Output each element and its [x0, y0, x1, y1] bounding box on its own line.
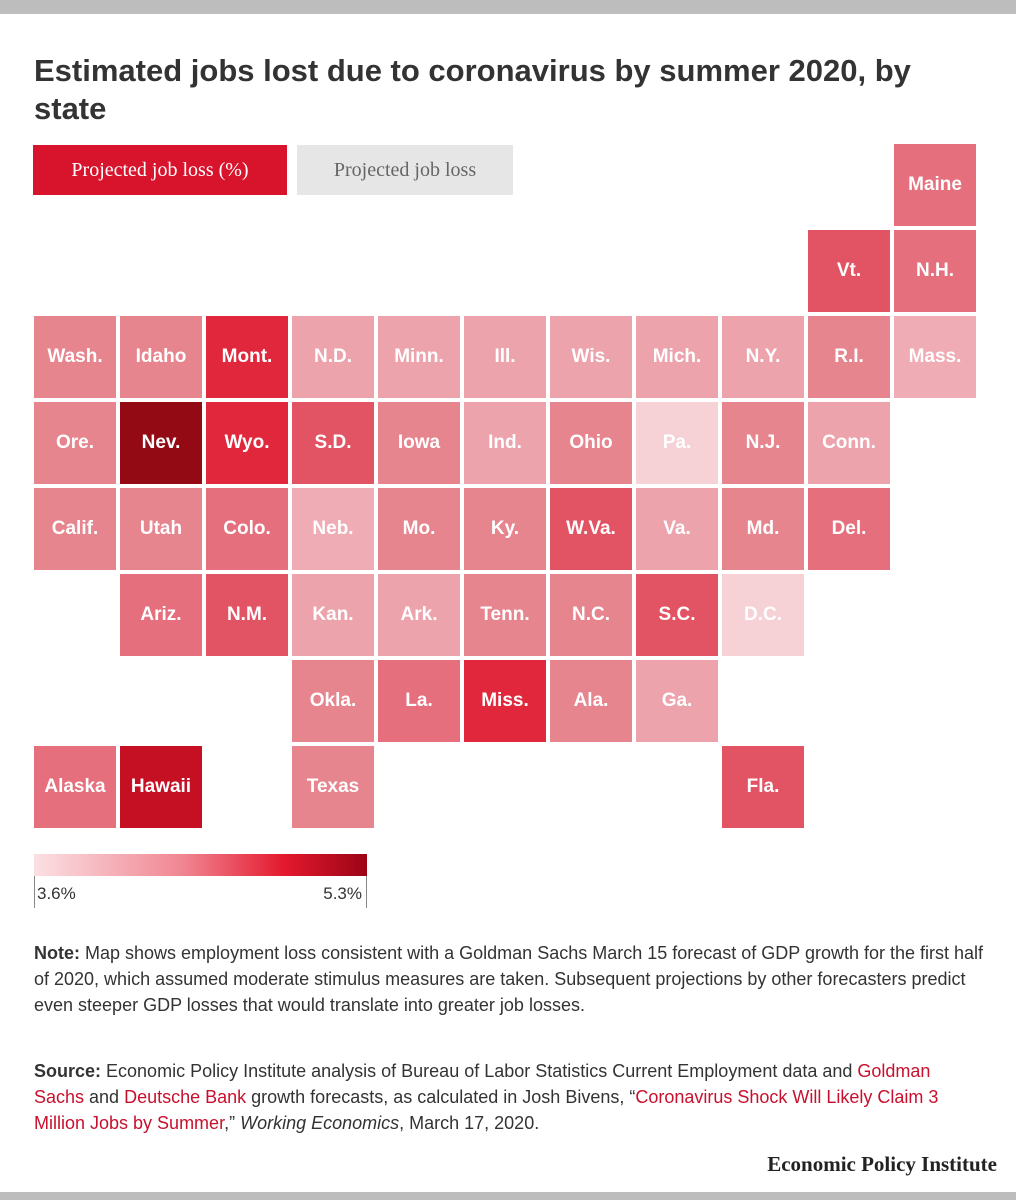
state-tile-wyo[interactable]: Wyo. [206, 402, 288, 484]
source-text-2: and [84, 1087, 125, 1107]
state-tile-calif[interactable]: Calif. [34, 488, 116, 570]
state-tile-dc[interactable]: D.C. [722, 574, 804, 656]
state-tile-sc[interactable]: S.C. [636, 574, 718, 656]
goldman-sachs-link[interactable]: Goldman Sachs [34, 1061, 931, 1107]
state-tile-del[interactable]: Del. [808, 488, 890, 570]
state-tile-mont[interactable]: Mont. [206, 316, 288, 398]
source-text-1: Economic Policy Institute analysis of Bu… [101, 1061, 858, 1081]
legend-max-tick [366, 876, 367, 908]
state-tile-ohio[interactable]: Ohio [550, 402, 632, 484]
state-tile-miss[interactable]: Miss. [464, 660, 546, 742]
epi-logo-text: Economic Policy Institute [767, 1152, 997, 1176]
state-tile-idaho[interactable]: Idaho [120, 316, 202, 398]
state-tile-ny[interactable]: N.Y. [722, 316, 804, 398]
legend-min-tick [34, 876, 35, 908]
state-tile-nev[interactable]: Nev. [120, 402, 202, 484]
state-tile-alaska[interactable]: Alaska [34, 746, 116, 828]
state-tile-colo[interactable]: Colo. [206, 488, 288, 570]
state-tile-vt[interactable]: Vt. [808, 230, 890, 312]
state-tile-sd[interactable]: S.D. [292, 402, 374, 484]
state-tile-iowa[interactable]: Iowa [378, 402, 460, 484]
source-journal: Working Economics [240, 1113, 400, 1133]
state-tile-wva[interactable]: W.Va. [550, 488, 632, 570]
state-tile-va[interactable]: Va. [636, 488, 718, 570]
state-tile-ore[interactable]: Ore. [34, 402, 116, 484]
state-tile-neb[interactable]: Neb. [292, 488, 374, 570]
state-tile-hawaii[interactable]: Hawaii [120, 746, 202, 828]
source-label: Source: [34, 1061, 102, 1081]
state-tile-nc[interactable]: N.C. [550, 574, 632, 656]
state-tile-maine[interactable]: Maine [894, 144, 976, 226]
state-tile-minn[interactable]: Minn. [378, 316, 460, 398]
state-tile-ky[interactable]: Ky. [464, 488, 546, 570]
state-tile-wash[interactable]: Wash. [34, 316, 116, 398]
source-paragraph: Source: Economic Policy Institute analys… [34, 1058, 984, 1136]
state-tile-nd[interactable]: N.D. [292, 316, 374, 398]
state-tile-wis[interactable]: Wis. [550, 316, 632, 398]
state-tile-ga[interactable]: Ga. [636, 660, 718, 742]
state-tile-pa[interactable]: Pa. [636, 402, 718, 484]
chart-title: Estimated jobs lost due to coronavirus b… [34, 53, 911, 126]
note-text: Map shows employment loss consistent wit… [34, 943, 984, 1015]
state-tile-ind[interactable]: Ind. [464, 402, 546, 484]
state-tile-okla[interactable]: Okla. [292, 660, 374, 742]
state-tile-md[interactable]: Md. [722, 488, 804, 570]
state-tile-mass[interactable]: Mass. [894, 316, 976, 398]
state-tile-la[interactable]: La. [378, 660, 460, 742]
bottom-border [0, 1192, 1016, 1200]
tab-projected-job-loss-percent[interactable]: Projected job loss (%) [33, 145, 287, 195]
state-tile-ariz[interactable]: Ariz. [120, 574, 202, 656]
state-tile-nm[interactable]: N.M. [206, 574, 288, 656]
state-tile-mo[interactable]: Mo. [378, 488, 460, 570]
state-tile-nj[interactable]: N.J. [722, 402, 804, 484]
note-paragraph: Note: Map shows employment loss consiste… [34, 940, 984, 1018]
state-tile-utah[interactable]: Utah [120, 488, 202, 570]
note-label: Note: [34, 943, 80, 963]
state-tile-fla[interactable]: Fla. [722, 746, 804, 828]
state-tile-mich[interactable]: Mich. [636, 316, 718, 398]
state-tile-tenn[interactable]: Tenn. [464, 574, 546, 656]
source-text-3: growth forecasts, as calculated in Josh … [246, 1087, 636, 1107]
tab-projected-job-loss[interactable]: Projected job loss [297, 145, 513, 195]
state-tile-conn[interactable]: Conn. [808, 402, 890, 484]
source-text-5: , March 17, 2020. [399, 1113, 540, 1133]
coronavirus-article-link[interactable]: Coronavirus Shock Will Likely Claim 3 Mi… [34, 1087, 939, 1133]
state-tile-texas[interactable]: Texas [292, 746, 374, 828]
state-tile-kan[interactable]: Kan. [292, 574, 374, 656]
state-tile-ill[interactable]: Ill. [464, 316, 546, 398]
source-text-4: ,” [224, 1113, 241, 1133]
state-tile-ri[interactable]: R.I. [808, 316, 890, 398]
top-border [0, 0, 1016, 14]
state-tile-ala[interactable]: Ala. [550, 660, 632, 742]
legend-color-scale [34, 854, 367, 876]
legend-min-label: 3.6% [37, 884, 76, 903]
legend-max-label: 5.3% [323, 884, 362, 903]
state-tile-ark[interactable]: Ark. [378, 574, 460, 656]
deutsche-bank-link[interactable]: Deutsche Bank [124, 1087, 247, 1107]
state-tile-nh[interactable]: N.H. [894, 230, 976, 312]
